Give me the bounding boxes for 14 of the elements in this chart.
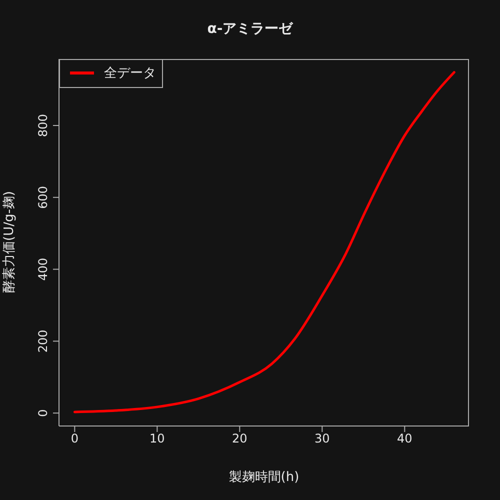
y-tick-label: 400 — [36, 258, 50, 281]
y-tick-label: 200 — [36, 330, 50, 353]
x-tick-label: 10 — [150, 432, 165, 446]
x-tick-label: 0 — [70, 432, 78, 446]
chart-title: α-アミラーゼ — [206, 20, 294, 38]
legend-label: 全データ — [104, 65, 156, 82]
y-tick-label: 600 — [36, 186, 50, 209]
x-tick-label: 40 — [397, 432, 412, 446]
x-axis-title: 製麹時間(h) — [228, 469, 300, 486]
x-tick-label: 30 — [314, 432, 330, 446]
x-tick-label: 20 — [232, 432, 248, 446]
y-tick-label: 0 — [36, 409, 50, 417]
y-axis-title: 酵素力価(U/g-麹) — [1, 191, 18, 293]
y-tick-label: 800 — [36, 114, 50, 137]
